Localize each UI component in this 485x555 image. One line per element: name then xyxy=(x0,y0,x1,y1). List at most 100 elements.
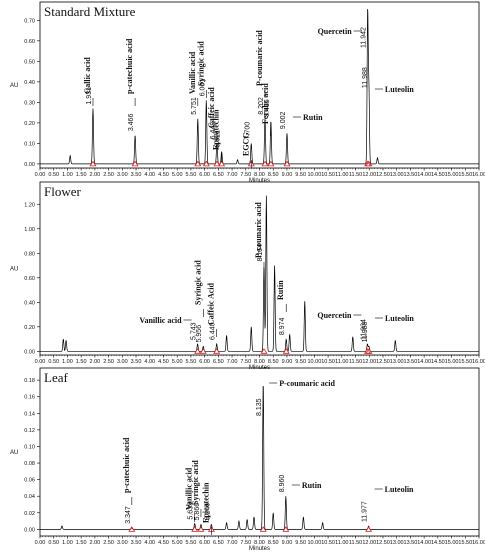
compound-label: Luteolin xyxy=(385,485,414,494)
x-tick-label: 10.00 xyxy=(307,540,321,546)
panel-1: Flower 0.00 0.20 0.40 0.60 0.80 1.00 1.20 AU 0.00… xyxy=(10,181,485,371)
x-tick-label: 6.50 xyxy=(213,540,224,546)
retention-time-label: 6.448 xyxy=(210,122,217,140)
y-tick-label: 0.80 xyxy=(24,251,35,257)
y-tick-label: 0.40 xyxy=(24,80,35,86)
x-tick-label: 16.00 xyxy=(472,540,485,546)
retention-time-label: 5.751 xyxy=(191,97,198,115)
retention-time-label: 3.347 xyxy=(125,506,132,524)
x-axis-label: Minutes xyxy=(249,178,270,184)
x-tick-label: 15.00 xyxy=(445,359,459,365)
x-tick-label: 8.00 xyxy=(254,172,265,178)
x-tick-label: 15.00 xyxy=(445,172,459,178)
y-tick-label: 0.08 xyxy=(24,461,35,467)
x-tick-label: 11.00 xyxy=(335,359,348,365)
compound-label: Syringic acid xyxy=(193,260,202,305)
y-tick-label: 0.00 xyxy=(24,162,35,168)
peak-marker xyxy=(194,348,202,354)
x-tick-label: 11.50 xyxy=(349,540,362,546)
x-tick-label: 4.00 xyxy=(144,540,155,546)
compound-label: P-coumaric acid xyxy=(255,30,264,86)
peak-marker xyxy=(218,160,226,167)
retention-time-label: 6.061 xyxy=(199,79,206,97)
compound-label: EGCG xyxy=(241,132,250,156)
y-tick-label: 0.18 xyxy=(24,378,35,384)
compound-label: Quercetin xyxy=(317,311,352,320)
x-axis-label: Minutes xyxy=(249,546,270,550)
y-tick-label: 0.60 xyxy=(24,276,35,282)
peak-marker xyxy=(261,160,269,167)
retention-time-label: 5.743 xyxy=(191,322,198,340)
compound-label: Gallic acid xyxy=(83,57,92,94)
x-tick-label: 10.50 xyxy=(321,172,335,178)
peak-marker xyxy=(202,160,210,167)
retention-time-label: 5.956 xyxy=(196,325,203,343)
y-tick-label: 0.10 xyxy=(24,444,35,450)
retention-time-label: 7.700 xyxy=(244,122,251,140)
compound-label: Epicatechin xyxy=(201,482,210,523)
x-tick-label: 13.50 xyxy=(404,359,418,365)
y-tick-label: 0.20 xyxy=(24,121,35,127)
retention-time-label: 8.974 xyxy=(279,317,286,335)
peak-marker xyxy=(259,526,267,532)
peak-marker xyxy=(213,160,221,167)
peak-marker xyxy=(197,526,205,532)
retention-time-label: 8.960 xyxy=(279,475,286,493)
x-tick-label: 8.50 xyxy=(268,359,279,365)
x-tick-label: 4.50 xyxy=(158,540,169,546)
x-tick-label: 7.50 xyxy=(240,172,251,178)
x-tick-label: 3.50 xyxy=(131,172,142,178)
compound-label: Caffeic Acid xyxy=(207,282,216,325)
peak-marker xyxy=(194,160,202,167)
x-tick-label: 8.50 xyxy=(268,540,279,546)
x-tick-label: 6.00 xyxy=(199,359,210,365)
compound-label: Syringic acid xyxy=(191,460,200,505)
x-tick-label: 1.50 xyxy=(76,172,87,178)
peak-marker xyxy=(365,348,373,354)
x-tick-label: 0.50 xyxy=(48,359,59,365)
x-tick-label: 9.50 xyxy=(295,172,306,178)
x-tick-label: 14.00 xyxy=(417,172,431,178)
x-tick-label: 0.00 xyxy=(35,359,46,365)
retention-time-label: 1.931 xyxy=(86,87,93,105)
y-tick-label: 1.00 xyxy=(24,227,35,233)
peak-marker xyxy=(267,160,275,167)
x-tick-label: 2.00 xyxy=(90,540,101,546)
x-tick-label: 6.50 xyxy=(213,172,224,178)
peak-marker xyxy=(365,160,373,167)
x-tick-label: 14.00 xyxy=(417,540,431,546)
y-tick-label: 0.50 xyxy=(24,59,35,65)
x-tick-label: 6.00 xyxy=(199,172,210,178)
retention-time-label: 11.977 xyxy=(362,501,369,522)
y-tick-label: 0.70 xyxy=(24,18,35,24)
retention-time-label: 8.135 xyxy=(256,398,263,416)
compound-label: p-catechuic acid xyxy=(122,437,131,493)
retention-time-label: 5.866 xyxy=(194,503,201,521)
x-tick-label: 0.50 xyxy=(48,540,59,546)
x-tick-label: 9.00 xyxy=(282,359,293,365)
x-tick-label: 11.50 xyxy=(349,172,362,178)
x-tick-label: 15.00 xyxy=(445,540,459,546)
x-tick-label: 0.50 xyxy=(48,172,59,178)
x-tick-label: 12.50 xyxy=(376,172,390,178)
x-tick-label: 5.50 xyxy=(186,540,197,546)
x-tick-label: 9.50 xyxy=(295,540,306,546)
x-tick-label: 12.50 xyxy=(376,540,390,546)
x-tick-label: 8.00 xyxy=(254,359,265,365)
x-tick-label: 5.50 xyxy=(186,172,197,178)
compound-label: Luteolin xyxy=(385,314,414,323)
x-tick-label: 15.50 xyxy=(458,540,472,546)
x-tick-label: 14.50 xyxy=(431,172,445,178)
retention-time-label: 11.942 xyxy=(361,27,368,48)
x-tick-label: 5.50 xyxy=(186,359,197,365)
y-axis-label: AU xyxy=(10,267,18,273)
retention-time-label: 6.440 xyxy=(210,322,217,340)
y-tick-label: 0.06 xyxy=(24,478,35,484)
y-tick-label: 0.02 xyxy=(24,511,35,517)
compound-label: Luteolin xyxy=(385,85,414,94)
panel-title: Leaf xyxy=(44,370,68,385)
x-tick-label: 1.50 xyxy=(76,540,87,546)
compound-label: Vanillic acid xyxy=(188,51,197,94)
y-tick-label: 0.20 xyxy=(24,325,35,331)
